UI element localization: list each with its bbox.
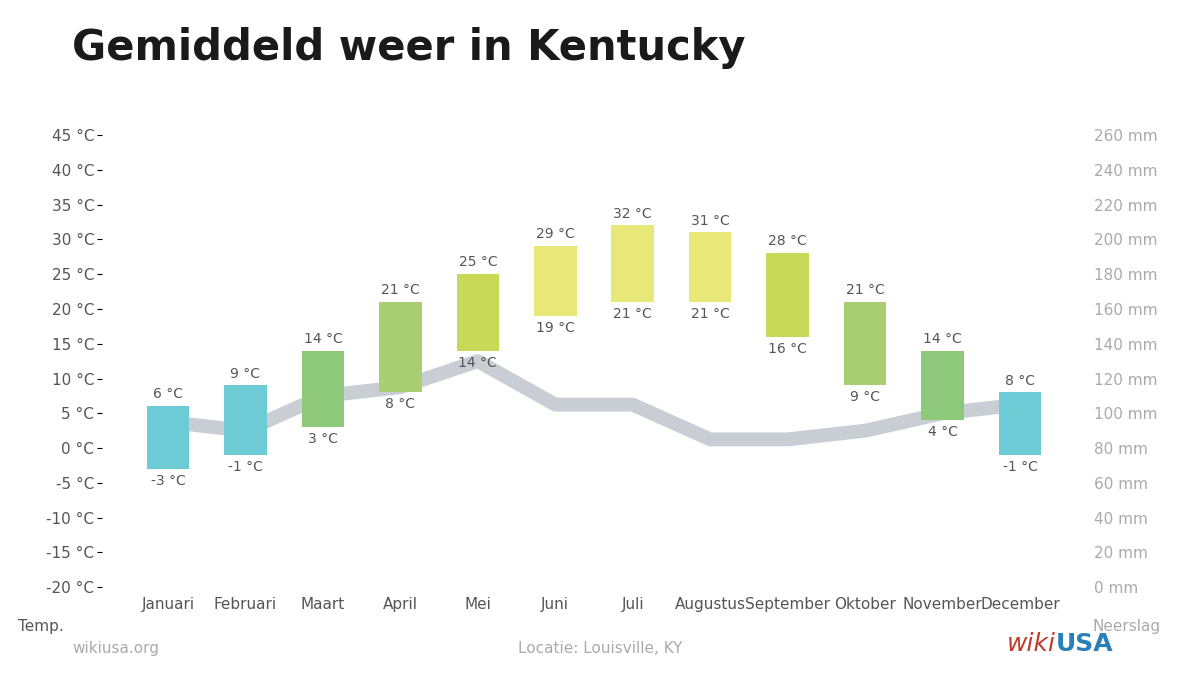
Text: 29 °C: 29 °C (536, 227, 575, 242)
Text: -3 °C: -3 °C (151, 474, 186, 488)
Bar (844, 302, 887, 385)
Bar (534, 246, 576, 316)
Bar (224, 385, 266, 455)
Text: 8 °C: 8 °C (1004, 373, 1034, 387)
Text: Locatie: Louisville, KY: Locatie: Louisville, KY (517, 641, 683, 656)
Text: 21 °C: 21 °C (613, 307, 652, 321)
Text: 14 °C: 14 °C (304, 332, 342, 346)
Text: 28 °C: 28 °C (768, 234, 806, 248)
Bar (998, 392, 1042, 455)
Text: -1 °C: -1 °C (1002, 460, 1038, 474)
Bar (767, 253, 809, 337)
Text: 3 °C: 3 °C (308, 432, 338, 446)
Bar (379, 302, 421, 392)
Text: 16 °C: 16 °C (768, 342, 808, 356)
Text: 21 °C: 21 °C (382, 283, 420, 297)
Bar (146, 406, 190, 469)
Text: 6 °C: 6 °C (154, 387, 184, 402)
Bar (456, 274, 499, 351)
Text: 14 °C: 14 °C (458, 356, 497, 369)
Text: 9 °C: 9 °C (850, 390, 880, 404)
Bar (612, 225, 654, 302)
Bar (301, 351, 344, 427)
Text: Gemiddeld weer in Kentucky: Gemiddeld weer in Kentucky (72, 27, 745, 69)
Text: Temp.: Temp. (18, 619, 64, 634)
Text: 21 °C: 21 °C (846, 283, 884, 297)
Text: 25 °C: 25 °C (458, 255, 497, 269)
Text: -1 °C: -1 °C (228, 460, 263, 474)
Text: 14 °C: 14 °C (923, 332, 962, 346)
Text: wiki: wiki (1007, 632, 1056, 656)
Bar (689, 232, 732, 302)
Text: 19 °C: 19 °C (536, 321, 575, 335)
Text: 9 °C: 9 °C (230, 367, 260, 381)
Text: wikiusa.org: wikiusa.org (72, 641, 158, 656)
Text: 8 °C: 8 °C (385, 398, 415, 411)
Text: Neerslag: Neerslag (1092, 619, 1160, 634)
Text: USA: USA (1056, 632, 1114, 656)
Bar (922, 351, 964, 421)
Text: 31 °C: 31 °C (691, 213, 730, 227)
Text: 32 °C: 32 °C (613, 207, 652, 221)
Text: 4 °C: 4 °C (928, 425, 958, 439)
Text: 21 °C: 21 °C (691, 307, 730, 321)
